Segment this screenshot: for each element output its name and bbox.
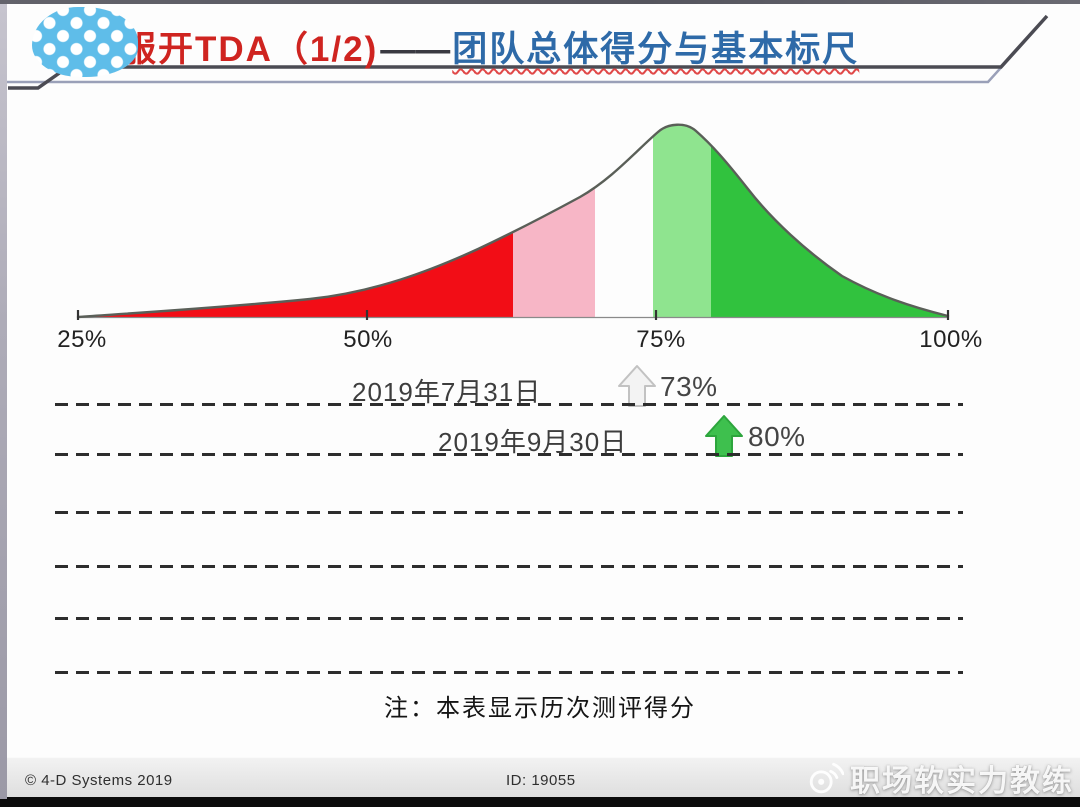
assessment-date-2: 2019年9月30日 xyxy=(438,427,628,457)
assessment-score-2: 80% xyxy=(748,421,806,452)
photo-top-edge xyxy=(0,0,1080,4)
band-red xyxy=(78,124,513,317)
tick-label-50: 50% xyxy=(343,326,393,353)
assessment-score-1: 73% xyxy=(660,371,718,402)
title-part-blue: 团队总体得分与基本标尺 xyxy=(452,30,860,69)
watermark-label: 职场软实力教练 xyxy=(850,765,1074,798)
tick-label-25: 25% xyxy=(57,326,107,353)
dashed-rule-3 xyxy=(55,511,963,514)
tick-label-75: 75% xyxy=(636,326,686,353)
photo-left-edge xyxy=(0,4,7,799)
assessment-date-1: 2019年7月31日 xyxy=(352,377,542,407)
green-up-arrow-icon xyxy=(705,415,743,457)
band-green xyxy=(711,124,948,317)
dashed-rule-1 xyxy=(55,403,963,406)
dashed-rule-2 xyxy=(55,453,963,456)
footer-bar xyxy=(0,757,1080,798)
polka-dot-sticker-icon xyxy=(32,7,138,77)
slide-title: 服开TDA（1/2) —— 团队总体得分与基本标尺 xyxy=(121,21,859,72)
watermark: 职场软实力教练 xyxy=(806,756,1074,800)
bottom-black-strip xyxy=(0,797,1080,807)
chart-note: 注：本表显示历次测评得分 xyxy=(384,695,696,722)
footer-copyright: © 4-D Systems 2019 xyxy=(25,772,173,789)
gray-up-arrow-icon xyxy=(618,365,656,407)
dashed-rule-4 xyxy=(55,565,963,568)
title-part-red: 服开TDA（1/2) xyxy=(121,30,379,69)
tick-label-100: 100% xyxy=(919,326,983,353)
dashed-rule-6 xyxy=(55,671,963,674)
band-pink xyxy=(513,124,595,317)
footer-doc-id: ID: 19055 xyxy=(506,772,576,789)
band-light-green xyxy=(653,124,711,317)
distribution-curve xyxy=(76,123,950,319)
dashed-rule-5 xyxy=(55,617,963,620)
axis-ticks xyxy=(76,310,950,320)
weibo-icon xyxy=(809,762,844,794)
title-separator: —— xyxy=(380,30,451,69)
